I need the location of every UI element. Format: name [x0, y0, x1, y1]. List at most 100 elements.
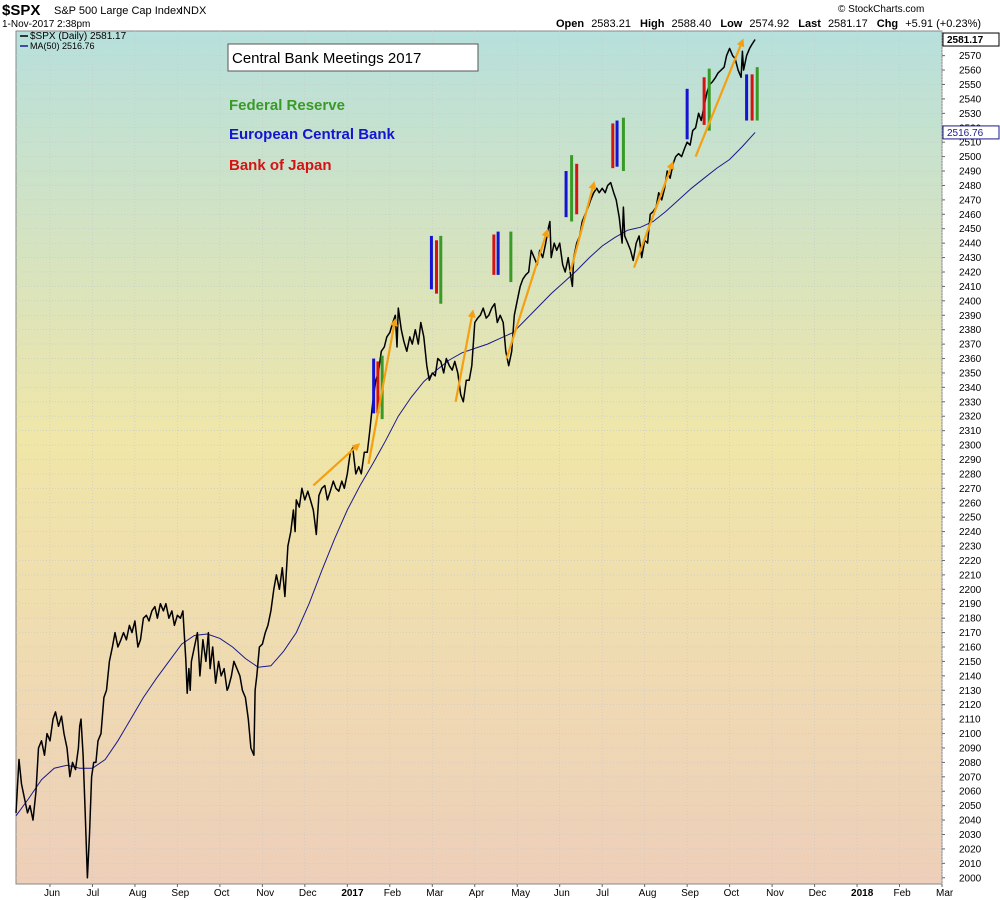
- x-tick-label: Feb: [384, 888, 402, 899]
- x-tick-label: Aug: [129, 888, 147, 899]
- x-tick-label: 2018: [851, 888, 874, 899]
- x-tick-label: Feb: [894, 888, 912, 899]
- ma-value-tag: 2516.76: [942, 125, 1000, 140]
- y-tick-label: 2160: [959, 643, 982, 654]
- x-tick-label: Jul: [86, 888, 99, 899]
- x-tick-label: Sep: [171, 888, 189, 899]
- x-tick-label: Dec: [299, 888, 317, 899]
- y-tick-label: 2190: [959, 599, 982, 610]
- y-tick-label: 2270: [959, 484, 982, 495]
- x-tick-label: Dec: [809, 888, 827, 899]
- annotation-title-box: [227, 43, 479, 72]
- y-tick-label: 2370: [959, 340, 982, 351]
- trend-arrow: [312, 443, 361, 487]
- y-tick-label: 2240: [959, 527, 982, 538]
- x-tick-label: Sep: [681, 888, 699, 899]
- y-tick-label: 2300: [959, 441, 982, 452]
- x-tick-label: Mar: [426, 888, 444, 899]
- y-tick-label: 2330: [959, 397, 982, 408]
- ma-legend-label: MA(50) 2516.76: [30, 41, 95, 51]
- y-tick-label: 2110: [959, 715, 981, 726]
- x-tick-label: Apr: [469, 888, 485, 899]
- y-tick-label: 2340: [959, 383, 982, 394]
- low-label: Low: [720, 18, 742, 30]
- y-tick-label: 2430: [959, 253, 982, 264]
- y-tick-label: 2140: [959, 671, 982, 682]
- y-tick-label: 2400: [959, 296, 982, 307]
- last-price-tag: 2581.17: [942, 32, 1000, 47]
- y-tick-label: 2530: [959, 109, 982, 120]
- x-tick-label: Oct: [214, 888, 230, 899]
- y-tick-label: 2570: [959, 51, 982, 62]
- y-tick-label: 2150: [959, 657, 982, 668]
- y-tick-label: 2470: [959, 195, 982, 206]
- y-tick-label: 2360: [959, 354, 982, 365]
- y-tick-label: 2420: [959, 267, 982, 278]
- ma-tag-value: 2516.76: [947, 128, 984, 139]
- y-tick-label: 2390: [959, 311, 982, 322]
- y-tick-label: 2510: [959, 138, 982, 149]
- y-tick-label: 2030: [959, 830, 982, 841]
- plot-area: [15, 30, 943, 885]
- ma-tag-box: [942, 125, 1000, 140]
- y-tick-label: 2170: [959, 628, 982, 639]
- symbol: $SPX: [2, 2, 40, 19]
- last-price-tag-box: [942, 32, 1000, 47]
- x-tick-label: May: [511, 888, 530, 899]
- y-tick-label: 2260: [959, 498, 982, 509]
- x-tick-label: Jun: [554, 888, 570, 899]
- x-tick-label: Jun: [44, 888, 60, 899]
- y-tick-label: 2310: [959, 426, 982, 437]
- y-tick-label: 2060: [959, 787, 982, 798]
- x-tick-label: Jul: [596, 888, 609, 899]
- open-value: 2583.21: [591, 18, 631, 30]
- y-tick-label: 2480: [959, 181, 982, 192]
- gridlines: [16, 31, 943, 884]
- trend-arrow: [367, 318, 398, 465]
- fed-label: Federal Reserve: [229, 97, 345, 114]
- boj-label: Bank of Japan: [229, 157, 332, 174]
- x-tick-label: Oct: [724, 888, 740, 899]
- last-value: 2581.17: [828, 18, 868, 30]
- y-tick-label: 2500: [959, 152, 982, 163]
- trend-arrow: [569, 181, 597, 273]
- y-tick-label: 2120: [959, 700, 982, 711]
- trend-arrows: [312, 38, 745, 487]
- annotation-box: Central Bank Meetings 2017 Federal Reser…: [227, 43, 479, 174]
- y-tick-label: 2490: [959, 167, 982, 178]
- y-tick-label: 2550: [959, 80, 982, 91]
- low-value: 2574.92: [749, 18, 789, 30]
- y-tick-label: 2230: [959, 542, 982, 553]
- x-tick-label: Aug: [639, 888, 657, 899]
- y-tick-label: 2460: [959, 210, 982, 221]
- x-axis: Jun Jul Aug Sep Oct Nov Dec 2017 Feb Mar Apr May Jun…: [44, 884, 954, 899]
- y-tick-label: 2450: [959, 224, 982, 235]
- y-axis: 2000 2010 2020 2030 2040 2050 2060 2070 2080 2090…: [942, 51, 982, 884]
- trend-arrow: [633, 160, 675, 269]
- exchange: INDX: [180, 5, 207, 17]
- y-tick-label: 2380: [959, 325, 982, 336]
- ecb-label: European Central Bank: [229, 126, 396, 143]
- trend-arrow: [694, 38, 745, 158]
- ma-line: [15, 132, 756, 817]
- high-value: 2588.40: [672, 18, 712, 30]
- svg-text:Open 2583.21 High: Open 2583.21 High 2588.40 Low 2574.92 La…: [556, 18, 981, 30]
- y-tick-label: 2220: [959, 556, 982, 567]
- y-tick-label: 2540: [959, 94, 982, 105]
- y-tick-label: 2000: [959, 873, 982, 884]
- y-tick-label: 2440: [959, 239, 982, 250]
- last-label: Last: [798, 18, 821, 30]
- x-tick-label: Mar: [936, 888, 954, 899]
- ma-series: [15, 132, 756, 817]
- y-tick-label: 2210: [959, 570, 982, 581]
- open-label: Open: [556, 18, 584, 30]
- price-legend-label: $SPX (Daily) 2581.17: [30, 31, 127, 42]
- y-tick-label: 2200: [959, 585, 982, 596]
- y-tick-label: 2040: [959, 816, 982, 827]
- stockcharts-brand: © StockCharts.com: [838, 4, 924, 15]
- y-tick-label: 2020: [959, 844, 982, 855]
- y-tick-label: 2090: [959, 743, 982, 754]
- chart-datetime: 1-Nov-2017 2:38pm: [2, 19, 90, 30]
- chg-value: +5.91 (+0.23%): [905, 18, 981, 30]
